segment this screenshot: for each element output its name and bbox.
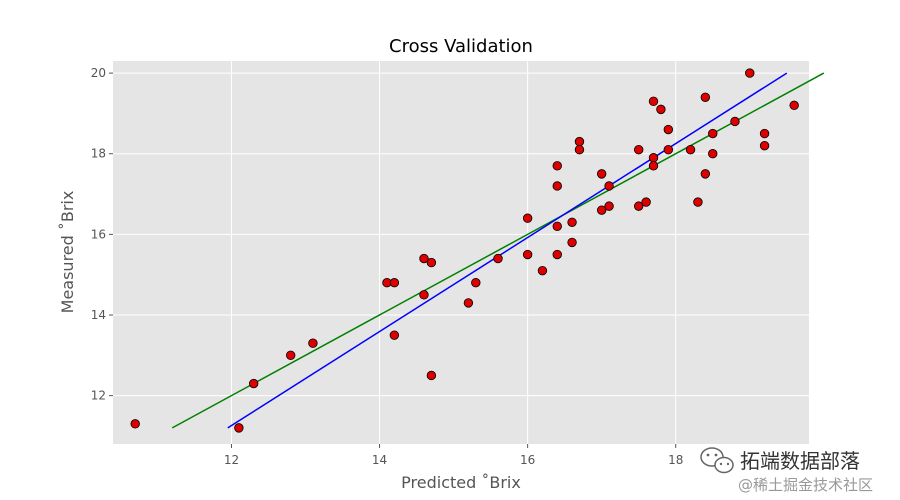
data-point xyxy=(389,330,400,340)
data-point xyxy=(522,213,533,223)
data-point xyxy=(596,169,607,179)
data-point xyxy=(663,144,674,155)
data-point xyxy=(730,116,740,127)
x-tick-label: 14 xyxy=(372,453,387,467)
data-point xyxy=(700,92,711,102)
data-point xyxy=(648,96,659,107)
data-point xyxy=(663,124,674,135)
data-point xyxy=(419,253,429,264)
data-point xyxy=(685,144,696,155)
y-tick-label: 12 xyxy=(91,389,106,403)
data-point xyxy=(648,161,659,171)
ideal-line xyxy=(227,72,788,429)
x-axis-label: Predicted ˚Brix xyxy=(401,473,521,492)
watermark-text: 拓端数据部落 xyxy=(740,449,860,473)
data-point xyxy=(634,201,644,211)
data-point xyxy=(234,423,244,433)
data-point xyxy=(596,205,607,215)
y-axis-label: Measured ˚Brix xyxy=(58,191,77,314)
data-point xyxy=(493,253,503,264)
data-point xyxy=(389,278,400,288)
data-point xyxy=(634,144,644,155)
data-point xyxy=(426,370,437,381)
watermark-sub: @稀土掘金技术社区 xyxy=(738,476,873,494)
data-point xyxy=(693,197,703,207)
x-tick-label: 18 xyxy=(668,453,683,467)
y-tick-label: 18 xyxy=(91,147,106,161)
data-points xyxy=(130,68,799,433)
data-point xyxy=(641,197,651,207)
plot-area xyxy=(113,61,809,444)
data-point xyxy=(248,378,259,389)
wechat-icon xyxy=(700,447,734,474)
data-point xyxy=(708,128,718,139)
data-point xyxy=(471,278,481,288)
data-point xyxy=(708,149,718,159)
data-point xyxy=(567,237,577,248)
y-tick-label: 16 xyxy=(91,227,106,241)
tick-labels: 12 14 16 18 12 14 16 18 20 xyxy=(91,66,684,467)
data-point xyxy=(574,144,585,155)
x-tick-label: 12 xyxy=(224,453,239,467)
data-point xyxy=(552,181,562,191)
data-point xyxy=(604,201,614,211)
data-point xyxy=(700,169,711,179)
data-point xyxy=(130,419,140,429)
y-tick-label: 20 xyxy=(91,66,106,80)
y-tick-label: 14 xyxy=(91,308,106,322)
data-point xyxy=(789,100,799,111)
data-point xyxy=(537,265,548,276)
data-point xyxy=(759,128,770,139)
data-point xyxy=(574,136,585,147)
data-point xyxy=(426,257,437,268)
x-tick-label: 16 xyxy=(520,453,535,467)
watermark: 拓端数据部落 @稀土掘金技术社区 xyxy=(700,447,873,494)
data-point xyxy=(552,161,562,171)
data-point xyxy=(463,298,474,308)
data-point xyxy=(604,181,614,191)
data-point xyxy=(759,140,770,151)
data-point xyxy=(648,153,659,163)
data-point xyxy=(656,104,666,115)
data-point xyxy=(308,338,318,348)
data-point xyxy=(522,249,533,260)
data-point xyxy=(745,68,755,78)
chart-title: Cross Validation xyxy=(389,36,533,57)
data-point xyxy=(286,350,296,361)
data-point xyxy=(552,249,562,260)
data-point xyxy=(419,290,429,300)
data-point xyxy=(567,217,577,227)
data-point xyxy=(552,221,562,231)
